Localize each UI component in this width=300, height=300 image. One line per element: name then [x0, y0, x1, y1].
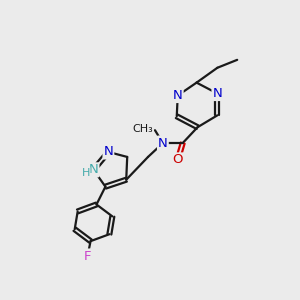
Text: H: H: [81, 168, 90, 178]
Text: N: N: [158, 136, 168, 150]
Text: N: N: [89, 163, 98, 176]
Text: CH₃: CH₃: [132, 124, 153, 134]
Text: O: O: [172, 153, 183, 167]
Text: N: N: [173, 89, 183, 102]
Text: F: F: [84, 250, 91, 262]
Text: N: N: [103, 146, 113, 158]
Text: N: N: [212, 87, 222, 100]
